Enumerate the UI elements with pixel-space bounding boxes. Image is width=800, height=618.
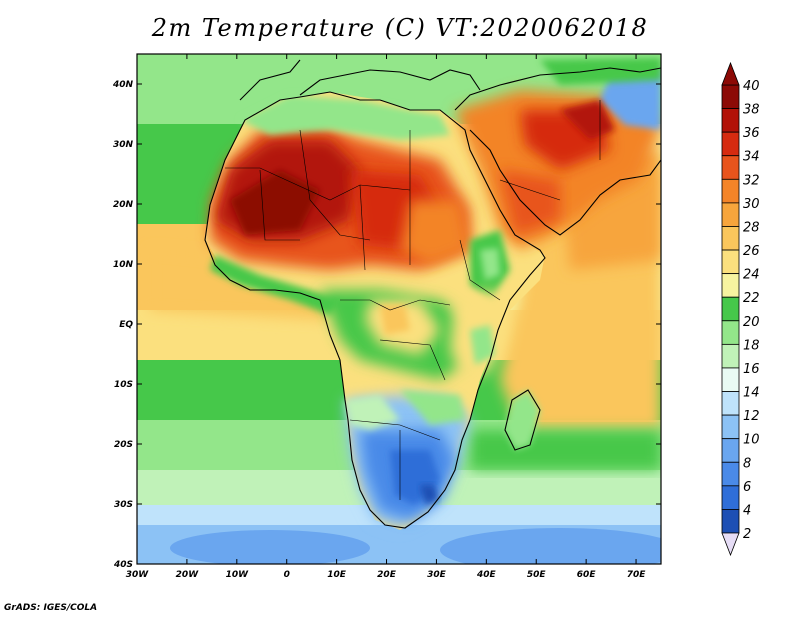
lat-tick-label: 40S xyxy=(113,560,133,570)
credit-label: GrADS: IGES/COLA xyxy=(4,603,98,613)
colorbar-over-triangle xyxy=(721,61,740,86)
colorbar-swatch xyxy=(721,485,740,510)
colorbar-label: 2 xyxy=(743,527,751,542)
colorbar-label: 20 xyxy=(743,315,760,330)
colorbar-swatch xyxy=(721,84,740,109)
colorbar-swatch xyxy=(721,155,740,180)
colorbar-label: 12 xyxy=(743,409,760,424)
lat-tick-label: 30N xyxy=(113,140,134,150)
lat-tick-label: 20N xyxy=(113,200,134,210)
colorbar-swatch xyxy=(721,296,740,322)
lon-tick-label: 10E xyxy=(327,570,347,580)
lat-tick-label: 30S xyxy=(114,500,133,510)
colorbar-label: 28 xyxy=(743,220,760,235)
plot-frame xyxy=(136,53,662,565)
colorbar-swatch xyxy=(721,343,740,369)
lon-tick-label: 20W xyxy=(176,570,200,580)
colorbar-swatch xyxy=(721,391,740,416)
colorbar-label: 24 xyxy=(743,268,760,283)
lon-tick-label: 0 xyxy=(284,570,290,580)
colorbar-label: 32 xyxy=(743,173,760,188)
colorbar-label: 14 xyxy=(743,386,760,401)
colorbar-label: 16 xyxy=(743,362,760,377)
lat-tick-label: 10N xyxy=(113,260,134,270)
lon-tick-label: 50E xyxy=(527,570,547,580)
colorbar-swatch xyxy=(721,273,740,298)
lat-tick-label: EQ xyxy=(119,320,133,330)
colorbar-label: 26 xyxy=(743,244,760,259)
country-borders xyxy=(225,100,601,500)
lat-tick-label: 10S xyxy=(114,380,133,390)
lon-tick-label: 30W xyxy=(126,570,150,580)
lon-tick-label: 20E xyxy=(377,570,397,580)
colorbar-label: 8 xyxy=(743,456,751,471)
colorbar-label: 40 xyxy=(743,79,760,94)
colorbar-under-triangle xyxy=(721,532,740,557)
lat-tick-label: 40N xyxy=(112,80,134,90)
lon-tick-label: 40E xyxy=(476,570,497,580)
colorbar-swatch xyxy=(721,202,740,227)
colorbar-label: 10 xyxy=(743,433,760,448)
map-title: 2m Temperature (C) VT:2020062018 xyxy=(151,14,649,42)
lat-tick-label: 20S xyxy=(114,440,133,450)
colorbar-swatch xyxy=(721,438,740,463)
colorbar-swatch xyxy=(721,414,740,440)
colorbar-swatch xyxy=(721,108,740,133)
colorbar-swatch xyxy=(721,249,740,275)
lon-tick-label: 30E xyxy=(427,570,447,580)
colorbar-label: 6 xyxy=(743,480,751,495)
colorbar-swatch xyxy=(721,320,740,345)
colorbar-swatch xyxy=(721,178,740,204)
colorbar-label: 30 xyxy=(743,197,760,212)
colorbar-swatch xyxy=(721,461,740,487)
colorbar-label: 22 xyxy=(743,291,760,306)
lon-tick-label: 10W xyxy=(226,570,250,580)
colorbar-swatch xyxy=(721,367,740,392)
colorbar-swatch xyxy=(721,226,740,251)
colorbar-label: 36 xyxy=(743,126,760,141)
lon-tick-label: 60E xyxy=(577,570,597,580)
colorbar-label: 38 xyxy=(743,103,760,118)
colorbar-label: 18 xyxy=(743,338,760,353)
colorbar-swatch xyxy=(721,509,740,534)
lon-tick-label: 70E xyxy=(627,570,647,580)
coastlines xyxy=(204,59,661,529)
colorbar-label: 34 xyxy=(743,150,760,165)
color-legend: 40 38 36 34 32 30 28 26 24 22 20 18 16 14 12 10 8 6 4 2 xyxy=(721,61,760,557)
temperature-field xyxy=(137,54,661,564)
axis-ticks: 30W 20W 10W 0 10E 20E 30E 40E 50E 60E 70E 40N 30N 20N… xyxy=(112,54,661,580)
colorbar-swatch xyxy=(721,131,740,157)
colorbar-label: 4 xyxy=(743,503,751,518)
